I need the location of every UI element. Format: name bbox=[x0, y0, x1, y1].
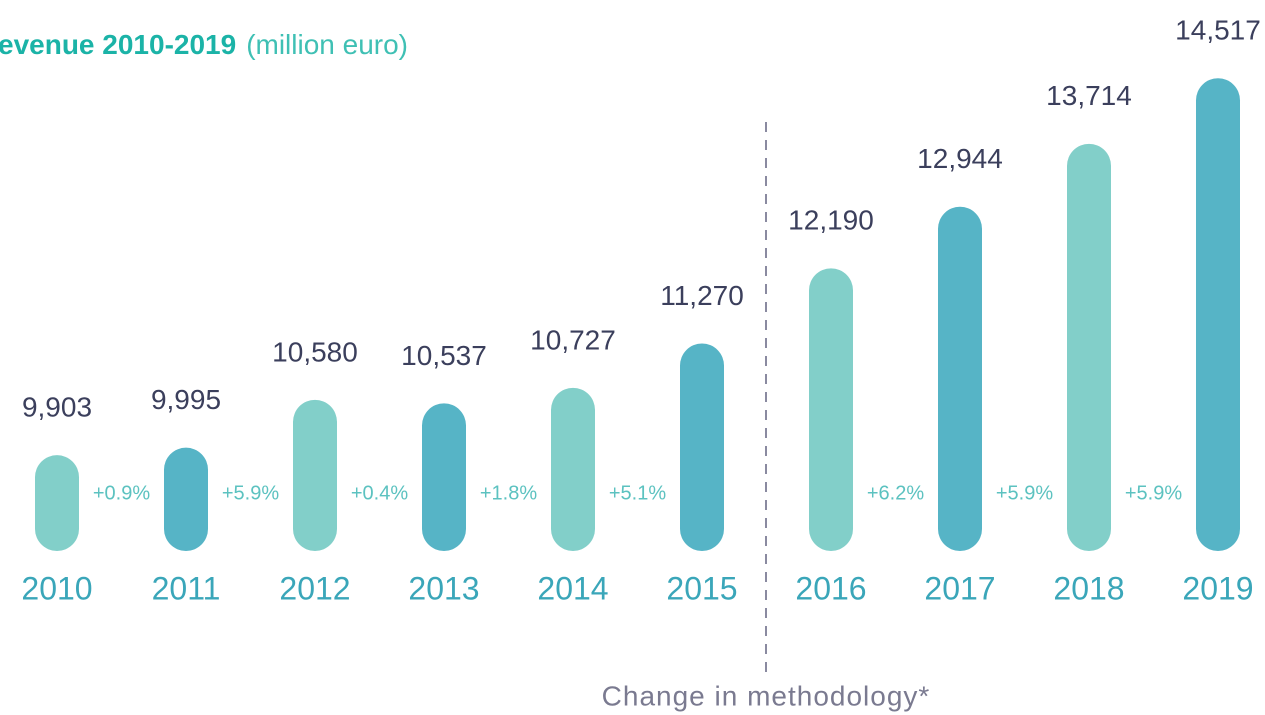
growth-label: +5.9% bbox=[1125, 482, 1182, 504]
x-tick-label: 2019 bbox=[1182, 570, 1253, 606]
value-label: 9,903 bbox=[22, 392, 92, 423]
value-label: 12,944 bbox=[917, 143, 1003, 174]
growth-label: +5.9% bbox=[222, 482, 279, 504]
bar bbox=[938, 206, 982, 551]
x-tick-label: 2014 bbox=[537, 570, 608, 606]
chart-title: evenue 2010-2019 bbox=[0, 29, 236, 60]
bar bbox=[164, 447, 208, 551]
bar bbox=[1067, 143, 1111, 551]
value-label: 14,517 bbox=[1175, 15, 1261, 46]
bar bbox=[809, 268, 853, 551]
bar bbox=[35, 455, 79, 551]
chart-subtitle: (million euro) bbox=[246, 29, 408, 60]
value-label: 10,727 bbox=[530, 324, 616, 355]
growth-label: +5.1% bbox=[609, 482, 666, 504]
bar bbox=[422, 403, 466, 551]
growth-label: +6.2% bbox=[867, 482, 924, 504]
x-tick-label: 2018 bbox=[1053, 570, 1124, 606]
x-tick-label: 2011 bbox=[152, 570, 221, 606]
x-tick-label: 2017 bbox=[924, 570, 995, 606]
bar bbox=[680, 343, 724, 551]
x-tick-label: 2015 bbox=[666, 570, 737, 606]
bar bbox=[551, 387, 595, 551]
x-tick-label: 2012 bbox=[279, 570, 350, 606]
growth-label: +1.8% bbox=[480, 482, 537, 504]
value-label: 11,270 bbox=[660, 280, 744, 311]
x-tick-label: 2016 bbox=[795, 570, 866, 606]
value-label: 10,537 bbox=[401, 340, 487, 371]
methodology-note: Change in methodology* bbox=[602, 680, 931, 711]
bar bbox=[293, 399, 337, 551]
growth-label: +0.4% bbox=[351, 482, 408, 504]
value-label: 9,995 bbox=[151, 384, 221, 415]
value-label: 10,580 bbox=[272, 336, 358, 367]
x-tick-label: 2010 bbox=[21, 570, 92, 606]
bar bbox=[1196, 78, 1240, 551]
growth-label: +0.9% bbox=[93, 482, 150, 504]
growth-label: +5.9% bbox=[996, 482, 1053, 504]
value-label: 13,714 bbox=[1046, 80, 1132, 111]
chart-title-group: evenue 2010-2019 (million euro) bbox=[0, 29, 408, 60]
x-tick-label: 2013 bbox=[408, 570, 479, 606]
value-label: 12,190 bbox=[788, 205, 874, 236]
